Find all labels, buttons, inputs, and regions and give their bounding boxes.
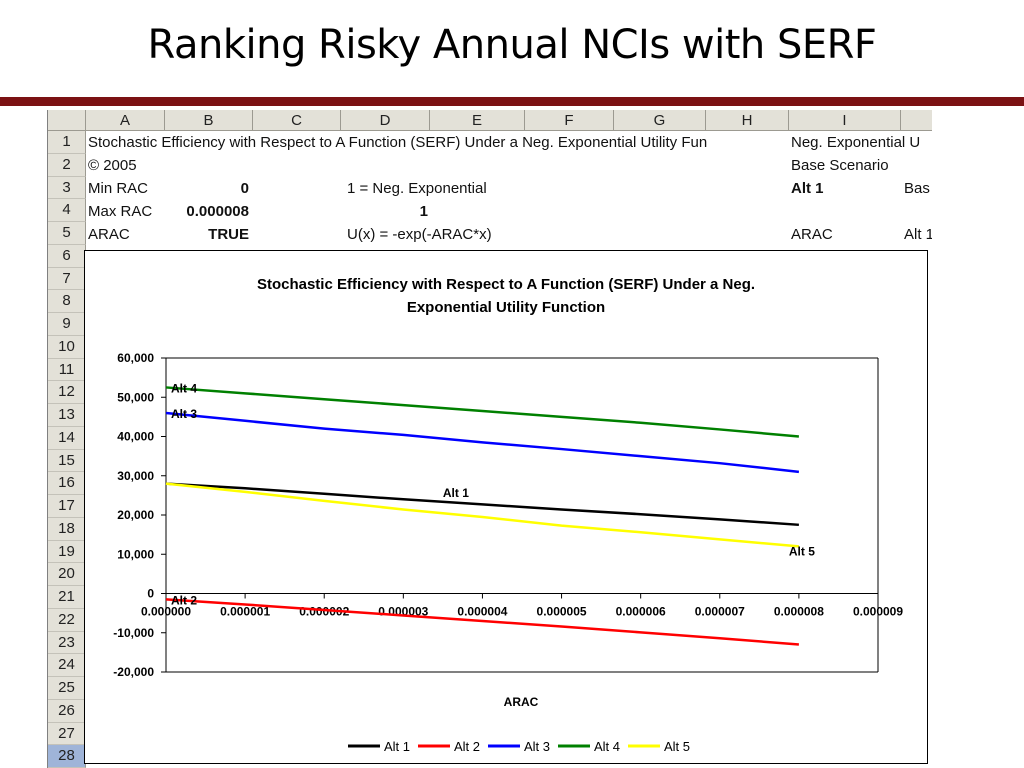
cell-d5[interactable]: U(x) = -exp(-ARAC*x) xyxy=(347,226,492,243)
row-header-3[interactable]: 3 xyxy=(48,176,86,200)
y-tick-label: 20,000 xyxy=(117,508,154,522)
row-header-9[interactable]: 9 xyxy=(48,313,86,336)
legend-label-alt-3: Alt 3 xyxy=(524,739,550,754)
cell-i2[interactable]: Base Scenario xyxy=(791,157,889,174)
row-header-2[interactable]: 2 xyxy=(48,153,86,177)
row-header-15[interactable]: 15 xyxy=(48,449,86,473)
cell-b3[interactable]: 0 xyxy=(240,180,249,197)
slide-title: Ranking Risky Annual NCIs with SERF xyxy=(147,22,877,68)
y-tick-label: -10,000 xyxy=(113,626,154,640)
annotation-alt-2: Alt 2 xyxy=(171,593,197,607)
legend-label-alt-4: Alt 4 xyxy=(594,739,620,754)
column-header-b[interactable]: B xyxy=(165,110,253,131)
y-tick-label: 40,000 xyxy=(117,430,154,444)
row-header-20[interactable]: 20 xyxy=(48,563,86,586)
row-header-25[interactable]: 25 xyxy=(48,677,86,700)
x-tick-label: 0.000001 xyxy=(220,605,270,619)
row-header-7[interactable]: 7 xyxy=(48,267,86,291)
x-tick-label: 0.000007 xyxy=(695,605,745,619)
annotation-alt-5: Alt 5 xyxy=(789,544,815,558)
row-header-21[interactable]: 21 xyxy=(48,586,86,609)
serf-line-chart[interactable]: Stochastic Efficiency with Respect to A … xyxy=(85,251,927,763)
cell-a4[interactable]: Max RAC xyxy=(88,203,153,220)
row-header-13[interactable]: 13 xyxy=(48,404,86,427)
cell-i3[interactable]: Alt 1 xyxy=(791,180,824,197)
y-tick-label: -20,000 xyxy=(113,665,154,679)
column-header-d[interactable]: D xyxy=(341,110,430,131)
x-tick-label: 0.000004 xyxy=(457,605,507,619)
row-header-8[interactable]: 8 xyxy=(48,290,86,313)
column-header-h[interactable]: H xyxy=(706,110,789,131)
row-header-17[interactable]: 17 xyxy=(48,495,86,518)
row-header-14[interactable]: 14 xyxy=(48,426,86,450)
cell-j3[interactable]: Bas xyxy=(904,180,930,197)
legend-label-alt-2: Alt 2 xyxy=(454,739,480,754)
row-header-6[interactable]: 6 xyxy=(48,244,86,268)
legend-label-alt-5: Alt 5 xyxy=(664,739,690,754)
row-header-1[interactable]: 1 xyxy=(48,131,86,154)
column-header-a[interactable]: A xyxy=(86,110,165,131)
cell-i5[interactable]: ARAC xyxy=(791,226,833,243)
x-tick-label: 0.000000 xyxy=(141,605,191,619)
chart-area[interactable]: Stochastic Efficiency with Respect to A … xyxy=(84,250,928,764)
cell-a2[interactable]: © 2005 xyxy=(88,157,137,174)
row-header-27[interactable]: 27 xyxy=(48,722,86,746)
column-header-j[interactable] xyxy=(901,110,932,131)
row-header-23[interactable]: 23 xyxy=(48,631,86,655)
series-line-alt-1 xyxy=(165,482,799,527)
column-header-g[interactable]: G xyxy=(614,110,706,131)
cell-d3[interactable]: 1 = Neg. Exponential xyxy=(347,180,487,197)
chart-title-line: Exponential Utility Function xyxy=(407,299,605,316)
annotation-alt-4: Alt 4 xyxy=(171,381,197,395)
x-tick-label: 0.000009 xyxy=(853,605,903,619)
row-header-28[interactable]: 28 xyxy=(48,745,86,768)
row-header-16[interactable]: 16 xyxy=(48,472,86,495)
x-tick-label: 0.000005 xyxy=(537,605,587,619)
column-header-row: A B C D E F G H I xyxy=(48,110,932,131)
row-header-26[interactable]: 26 xyxy=(48,699,86,723)
row-header-22[interactable]: 22 xyxy=(48,608,86,632)
x-tick-label: 0.000008 xyxy=(774,605,824,619)
row-header-18[interactable]: 18 xyxy=(48,517,86,541)
column-header-f[interactable]: F xyxy=(525,110,614,131)
cell-a3[interactable]: Min RAC xyxy=(88,180,149,197)
y-tick-label: 30,000 xyxy=(117,469,154,483)
cell-b5[interactable]: TRUE xyxy=(208,226,249,243)
row-header-19[interactable]: 19 xyxy=(48,540,86,564)
series-line-alt-5 xyxy=(165,482,800,548)
row-header-4[interactable]: 4 xyxy=(48,199,86,222)
y-tick-label: 10,000 xyxy=(117,547,154,561)
title-divider xyxy=(0,97,1024,106)
y-tick-label: 0 xyxy=(147,587,154,601)
row-header-24[interactable]: 24 xyxy=(48,654,86,677)
cell-j5[interactable]: Alt 1 xyxy=(904,226,932,243)
cell-d4[interactable]: 1 xyxy=(419,203,428,220)
column-header-i[interactable]: I xyxy=(789,110,901,131)
row-header-10[interactable]: 10 xyxy=(48,335,86,359)
select-all-corner[interactable] xyxy=(48,110,86,131)
row-header-12[interactable]: 12 xyxy=(48,381,86,404)
row-header-11[interactable]: 11 xyxy=(48,358,86,382)
x-tick-label: 0.000006 xyxy=(616,605,666,619)
series-line-alt-2 xyxy=(165,598,799,646)
column-header-e[interactable]: E xyxy=(430,110,525,131)
y-tick-label: 50,000 xyxy=(117,390,154,404)
legend-label-alt-1: Alt 1 xyxy=(384,739,410,754)
annotation-alt-3: Alt 3 xyxy=(171,407,197,421)
cell-b4[interactable]: 0.000008 xyxy=(186,203,249,220)
cell-a5[interactable]: ARAC xyxy=(88,226,130,243)
chart-title-line: Stochastic Efficiency with Respect to A … xyxy=(257,276,755,293)
column-header-c[interactable]: C xyxy=(253,110,341,131)
series-line-alt-3 xyxy=(165,411,800,474)
cell-i1[interactable]: Neg. Exponential U xyxy=(791,134,921,151)
series-line-alt-4 xyxy=(165,386,800,438)
y-tick-label: 60,000 xyxy=(117,351,154,365)
cell-a1[interactable]: Stochastic Efficiency with Respect to A … xyxy=(88,134,708,151)
row-header-5[interactable]: 5 xyxy=(48,222,86,245)
annotation-alt-1: Alt 1 xyxy=(443,486,469,500)
x-axis-title: ARAC xyxy=(504,695,539,709)
